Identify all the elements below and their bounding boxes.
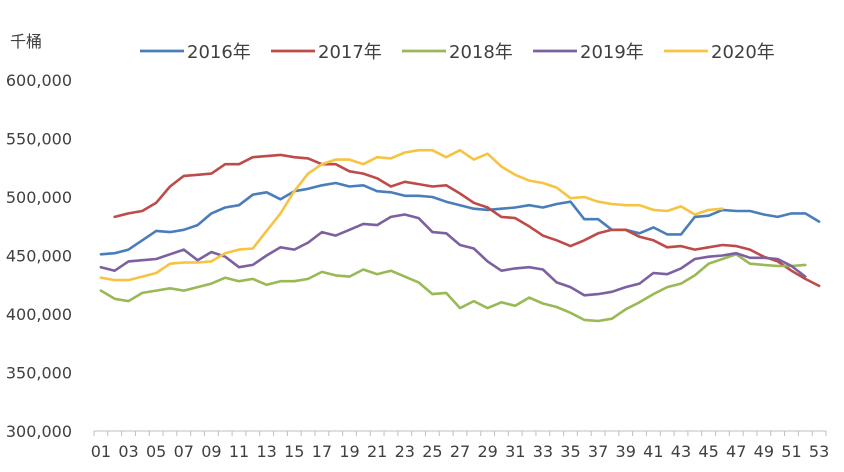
y-unit-label: 千桶 [10,32,42,51]
series-line-2 [99,253,807,323]
series-line-3 [99,213,807,297]
x-tick-label: 53 [809,442,829,461]
axes: 300,000 350,000 400,000 450,000 500,000 550,0… [6,71,829,461]
x-tick-label: 29 [477,442,497,461]
legend-label-1: 2017年 [318,42,382,63]
legend: 2016年 2017年 2018年 2019年 2020年 [140,42,775,63]
series-line-0 [99,181,821,256]
x-tick-label: 27 [450,442,470,461]
x-tick-label: 09 [201,442,221,461]
x-tick-label: 37 [588,442,608,461]
x-tick-label: 11 [229,442,249,461]
x-tick-label: 15 [284,442,304,461]
x-tick-label: 49 [754,442,774,461]
series-line-1 [113,153,821,288]
y-tick-label: 300,000 [6,422,72,441]
x-tick-label: 23 [395,442,415,461]
legend-label-2: 2018年 [449,42,513,63]
legend-label-3: 2019年 [580,42,644,63]
x-tick-label: 47 [726,442,746,461]
x-tick-label: 45 [698,442,718,461]
x-tick-label: 17 [312,442,332,461]
x-tick-label: 35 [560,442,580,461]
y-tick-label: 550,000 [6,130,72,149]
y-tick-label: 500,000 [6,188,72,207]
y-tick-label: 450,000 [6,247,72,266]
x-tick-label: 03 [118,442,138,461]
x-tick-label: 13 [256,442,276,461]
x-tick-label: 21 [367,442,387,461]
x-tick-label: 05 [146,442,166,461]
y-tick-label: 350,000 [6,364,72,383]
x-tick-label: 25 [422,442,442,461]
x-tick-label: 33 [533,442,553,461]
x-tick-label: 51 [781,442,801,461]
x-tick-label: 07 [174,442,194,461]
x-tick-label: 19 [339,442,359,461]
x-tick-label: 43 [671,442,691,461]
legend-label-4: 2020年 [711,42,775,63]
series-line-4 [99,148,724,282]
y-tick-label: 600,000 [6,71,72,90]
y-tick-label: 400,000 [6,305,72,324]
series-layer [99,148,821,323]
legend-label-0: 2016年 [187,42,251,63]
x-tick-label: 41 [643,442,663,461]
x-tick-label: 31 [505,442,525,461]
x-tick-label: 01 [91,442,111,461]
x-tick-label: 39 [616,442,636,461]
